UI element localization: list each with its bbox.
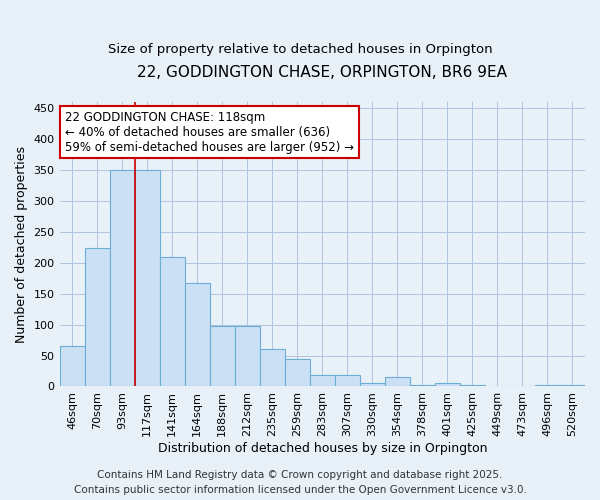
Bar	[85, 248, 110, 386]
Title: 22, GODDINGTON CHASE, ORPINGTON, BR6 9EA: 22, GODDINGTON CHASE, ORPINGTON, BR6 9EA	[137, 65, 507, 80]
Text: Size of property relative to detached houses in Orpington: Size of property relative to detached ho…	[107, 42, 493, 56]
Bar	[535, 385, 560, 386]
X-axis label: Distribution of detached houses by size in Orpington: Distribution of detached houses by size …	[158, 442, 487, 455]
Bar	[360, 384, 385, 386]
Bar	[560, 385, 585, 386]
Bar	[110, 170, 134, 386]
Bar	[235, 326, 260, 386]
Bar	[260, 350, 285, 387]
Bar	[160, 256, 185, 386]
Bar	[134, 170, 160, 386]
Bar	[385, 377, 410, 386]
Bar	[460, 384, 485, 386]
Bar	[59, 346, 85, 387]
Bar	[410, 384, 435, 386]
Bar	[335, 376, 360, 386]
Y-axis label: Number of detached properties: Number of detached properties	[15, 146, 28, 342]
Bar	[185, 282, 209, 387]
Text: Contains HM Land Registry data © Crown copyright and database right 2025.
Contai: Contains HM Land Registry data © Crown c…	[74, 470, 526, 495]
Bar	[285, 359, 310, 386]
Text: 22 GODDINGTON CHASE: 118sqm
← 40% of detached houses are smaller (636)
59% of se: 22 GODDINGTON CHASE: 118sqm ← 40% of det…	[65, 110, 354, 154]
Bar	[209, 326, 235, 386]
Bar	[435, 384, 460, 386]
Bar	[310, 376, 335, 386]
